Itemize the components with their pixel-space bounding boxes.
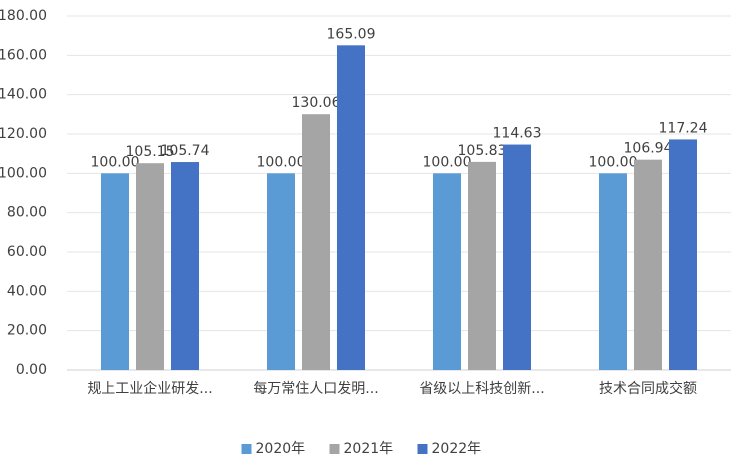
bar — [171, 162, 199, 370]
y-tick-label: 20.00 — [7, 323, 47, 339]
value-label: 105.74 — [161, 143, 210, 159]
value-label: 117.24 — [659, 120, 708, 136]
legend-label: 2022年 — [432, 441, 482, 457]
x-tick-label: 每万常住人口发明... — [253, 381, 378, 397]
value-label: 106.94 — [624, 141, 673, 157]
bar — [503, 144, 531, 370]
value-label: 130.06 — [292, 95, 341, 111]
value-label: 100.00 — [91, 154, 140, 170]
value-label: 114.63 — [493, 126, 542, 142]
bar — [634, 159, 662, 370]
bar — [337, 45, 365, 370]
legend-swatch — [417, 444, 428, 454]
x-tick-label: 省级以上科技创新... — [419, 381, 544, 397]
y-tick-label: 120.00 — [0, 126, 47, 142]
value-label: 165.09 — [327, 26, 376, 42]
y-tick-label: 140.00 — [0, 87, 47, 103]
bar — [267, 173, 295, 370]
y-tick-label: 180.00 — [0, 8, 47, 24]
value-label: 100.00 — [257, 154, 306, 170]
y-tick-label: 0.00 — [16, 362, 47, 378]
y-tick-label: 80.00 — [7, 205, 47, 221]
legend-swatch — [241, 444, 252, 454]
bar — [669, 139, 697, 370]
legend-label: 2021年 — [344, 441, 394, 457]
y-tick-label: 160.00 — [0, 47, 47, 63]
bar — [302, 114, 330, 370]
y-tick-label: 60.00 — [7, 244, 47, 260]
bar — [468, 161, 496, 370]
legend-swatch — [329, 444, 340, 454]
value-label: 105.83 — [458, 143, 507, 159]
y-tick-label: 100.00 — [0, 165, 47, 181]
bar — [136, 163, 164, 370]
bar — [599, 173, 627, 370]
bar — [101, 173, 129, 370]
y-tick-label: 40.00 — [7, 283, 47, 299]
x-tick-label: 规上工业企业研发... — [87, 380, 212, 397]
value-label: 105.15 — [126, 144, 175, 160]
value-label: 100.00 — [589, 154, 638, 170]
legend-label: 2020年 — [256, 441, 306, 457]
x-tick-label: 技术合同成交额 — [599, 380, 697, 397]
value-label: 100.00 — [423, 154, 472, 170]
bar — [433, 173, 461, 370]
